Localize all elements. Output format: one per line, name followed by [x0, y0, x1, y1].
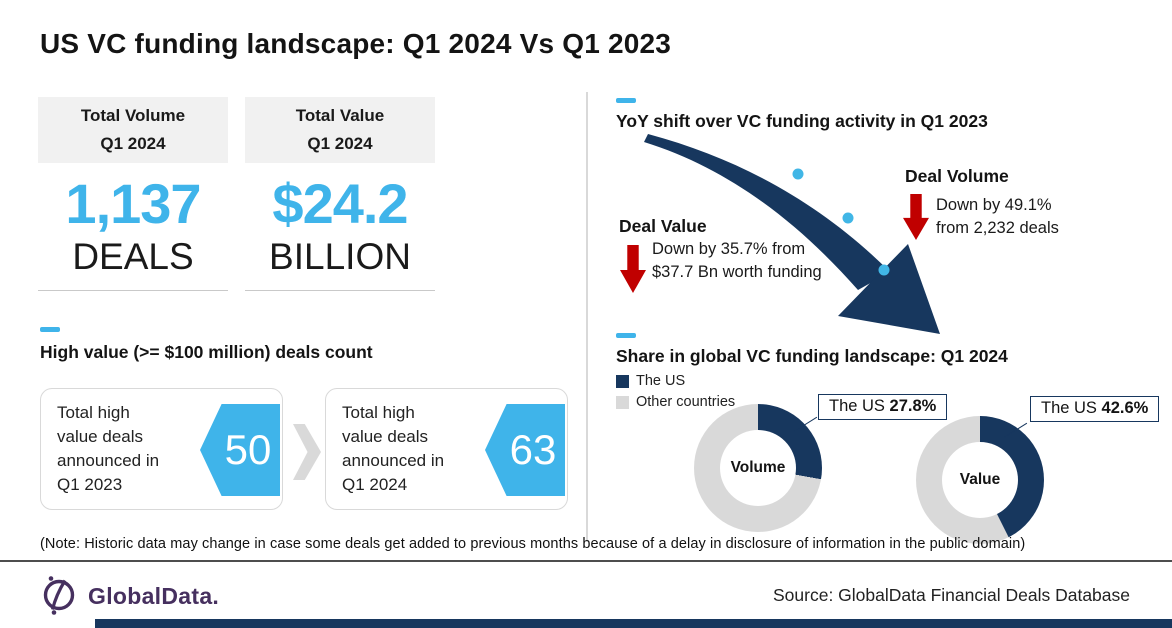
donut-chart-volume: Volume: [694, 404, 822, 532]
legend-label: Other countries: [636, 394, 736, 410]
stat-header-line1: Total Value: [295, 106, 385, 125]
accent-dash: [616, 98, 636, 103]
legend-swatch-navy: [616, 374, 629, 388]
brand-wordmark: GlobalData.: [88, 583, 220, 609]
stat-value-volume: 1,137: [65, 172, 201, 235]
bottom-accent-bar: [95, 619, 1172, 628]
legend-label: The US: [636, 373, 686, 389]
legend-swatch-gray: [616, 395, 629, 409]
callout-value-donut: The US 42.6%: [1030, 396, 1160, 422]
accent-dash: [40, 327, 60, 332]
stat-value-value: $24.2: [272, 172, 408, 235]
downward-swoosh-arrow: [644, 134, 940, 334]
footer-rule: [0, 560, 1172, 562]
stat-header-line2: Q1 2024: [100, 134, 166, 153]
count-flag-shape: 50: [200, 404, 280, 496]
accent-dash: [616, 333, 636, 338]
high-value-count-2024: 63: [509, 426, 557, 473]
footnote: (Note: Historic data may change in case …: [40, 536, 1026, 552]
deal-volume-line2: from 2,232 deals: [936, 218, 1059, 237]
source-attribution: Source: GlobalData Financial Deals Datab…: [773, 585, 1130, 605]
donut-center-label: Value: [959, 471, 1001, 488]
deal-value-title: Deal Value: [619, 216, 707, 236]
stat-header-volume: Total Volume Q1 2024: [38, 97, 228, 163]
globaldata-logo-icon: [43, 576, 75, 615]
count-flag-shape: 63: [485, 404, 565, 496]
high-value-card-2024: Total high value deals announced in Q1 2…: [325, 388, 568, 510]
yoy-heading: YoY shift over VC funding activity in Q1…: [616, 111, 988, 131]
divider: [245, 290, 435, 291]
callout-value: 42.6%: [1101, 399, 1149, 417]
high-value-card-text: Total high value deals announced in Q1 2…: [57, 403, 160, 495]
page-title: US VC funding landscape: Q1 2024 Vs Q1 2…: [40, 28, 672, 59]
stat-header-line2: Q1 2024: [307, 134, 373, 153]
deal-value-text: Down by 35.7% from $37.7 Bn worth fundin…: [652, 238, 822, 284]
chevron-right-icon: [293, 424, 321, 480]
divider: [38, 290, 228, 291]
donut-chart-value: Value: [916, 416, 1044, 544]
high-value-heading: High value (>= $100 million) deals count: [40, 342, 373, 362]
deal-value-line1: Down by 35.7% from: [652, 240, 806, 258]
deal-volume-text: Down by 49.1% from 2,232 deals: [936, 194, 1059, 240]
callout-prefix: The US: [829, 397, 890, 415]
deal-volume-title: Deal Volume: [905, 166, 1009, 186]
donut-center-label: Volume: [730, 459, 786, 476]
stat-total-value: Total Value Q1 2024 $24.2 BILLION: [245, 97, 435, 291]
deal-value-line2: $37.7 Bn worth funding: [652, 262, 822, 281]
stat-header-value: Total Value Q1 2024: [245, 97, 435, 163]
callout-value: 27.8%: [889, 397, 937, 415]
callout-prefix: The US: [1041, 399, 1102, 417]
stat-header-line1: Total Volume: [80, 106, 186, 125]
stat-total-volume: Total Volume Q1 2024 1,137 DEALS: [38, 97, 228, 291]
stat-unit-volume: DEALS: [72, 236, 194, 277]
column-divider: [586, 92, 588, 542]
deal-volume-line1: Down by 49.1%: [936, 196, 1052, 214]
high-value-card-2023: Total high value deals announced in Q1 2…: [40, 388, 283, 510]
high-value-count-2023: 50: [224, 426, 272, 473]
legend-item-us: The US: [616, 373, 685, 389]
share-heading: Share in global VC funding landscape: Q1…: [616, 346, 1008, 366]
stat-unit-value: BILLION: [269, 236, 411, 277]
high-value-card-text: Total high value deals announced in Q1 2…: [342, 403, 445, 495]
callout-volume: The US 27.8%: [818, 394, 948, 420]
legend-item-other: Other countries: [616, 394, 735, 410]
